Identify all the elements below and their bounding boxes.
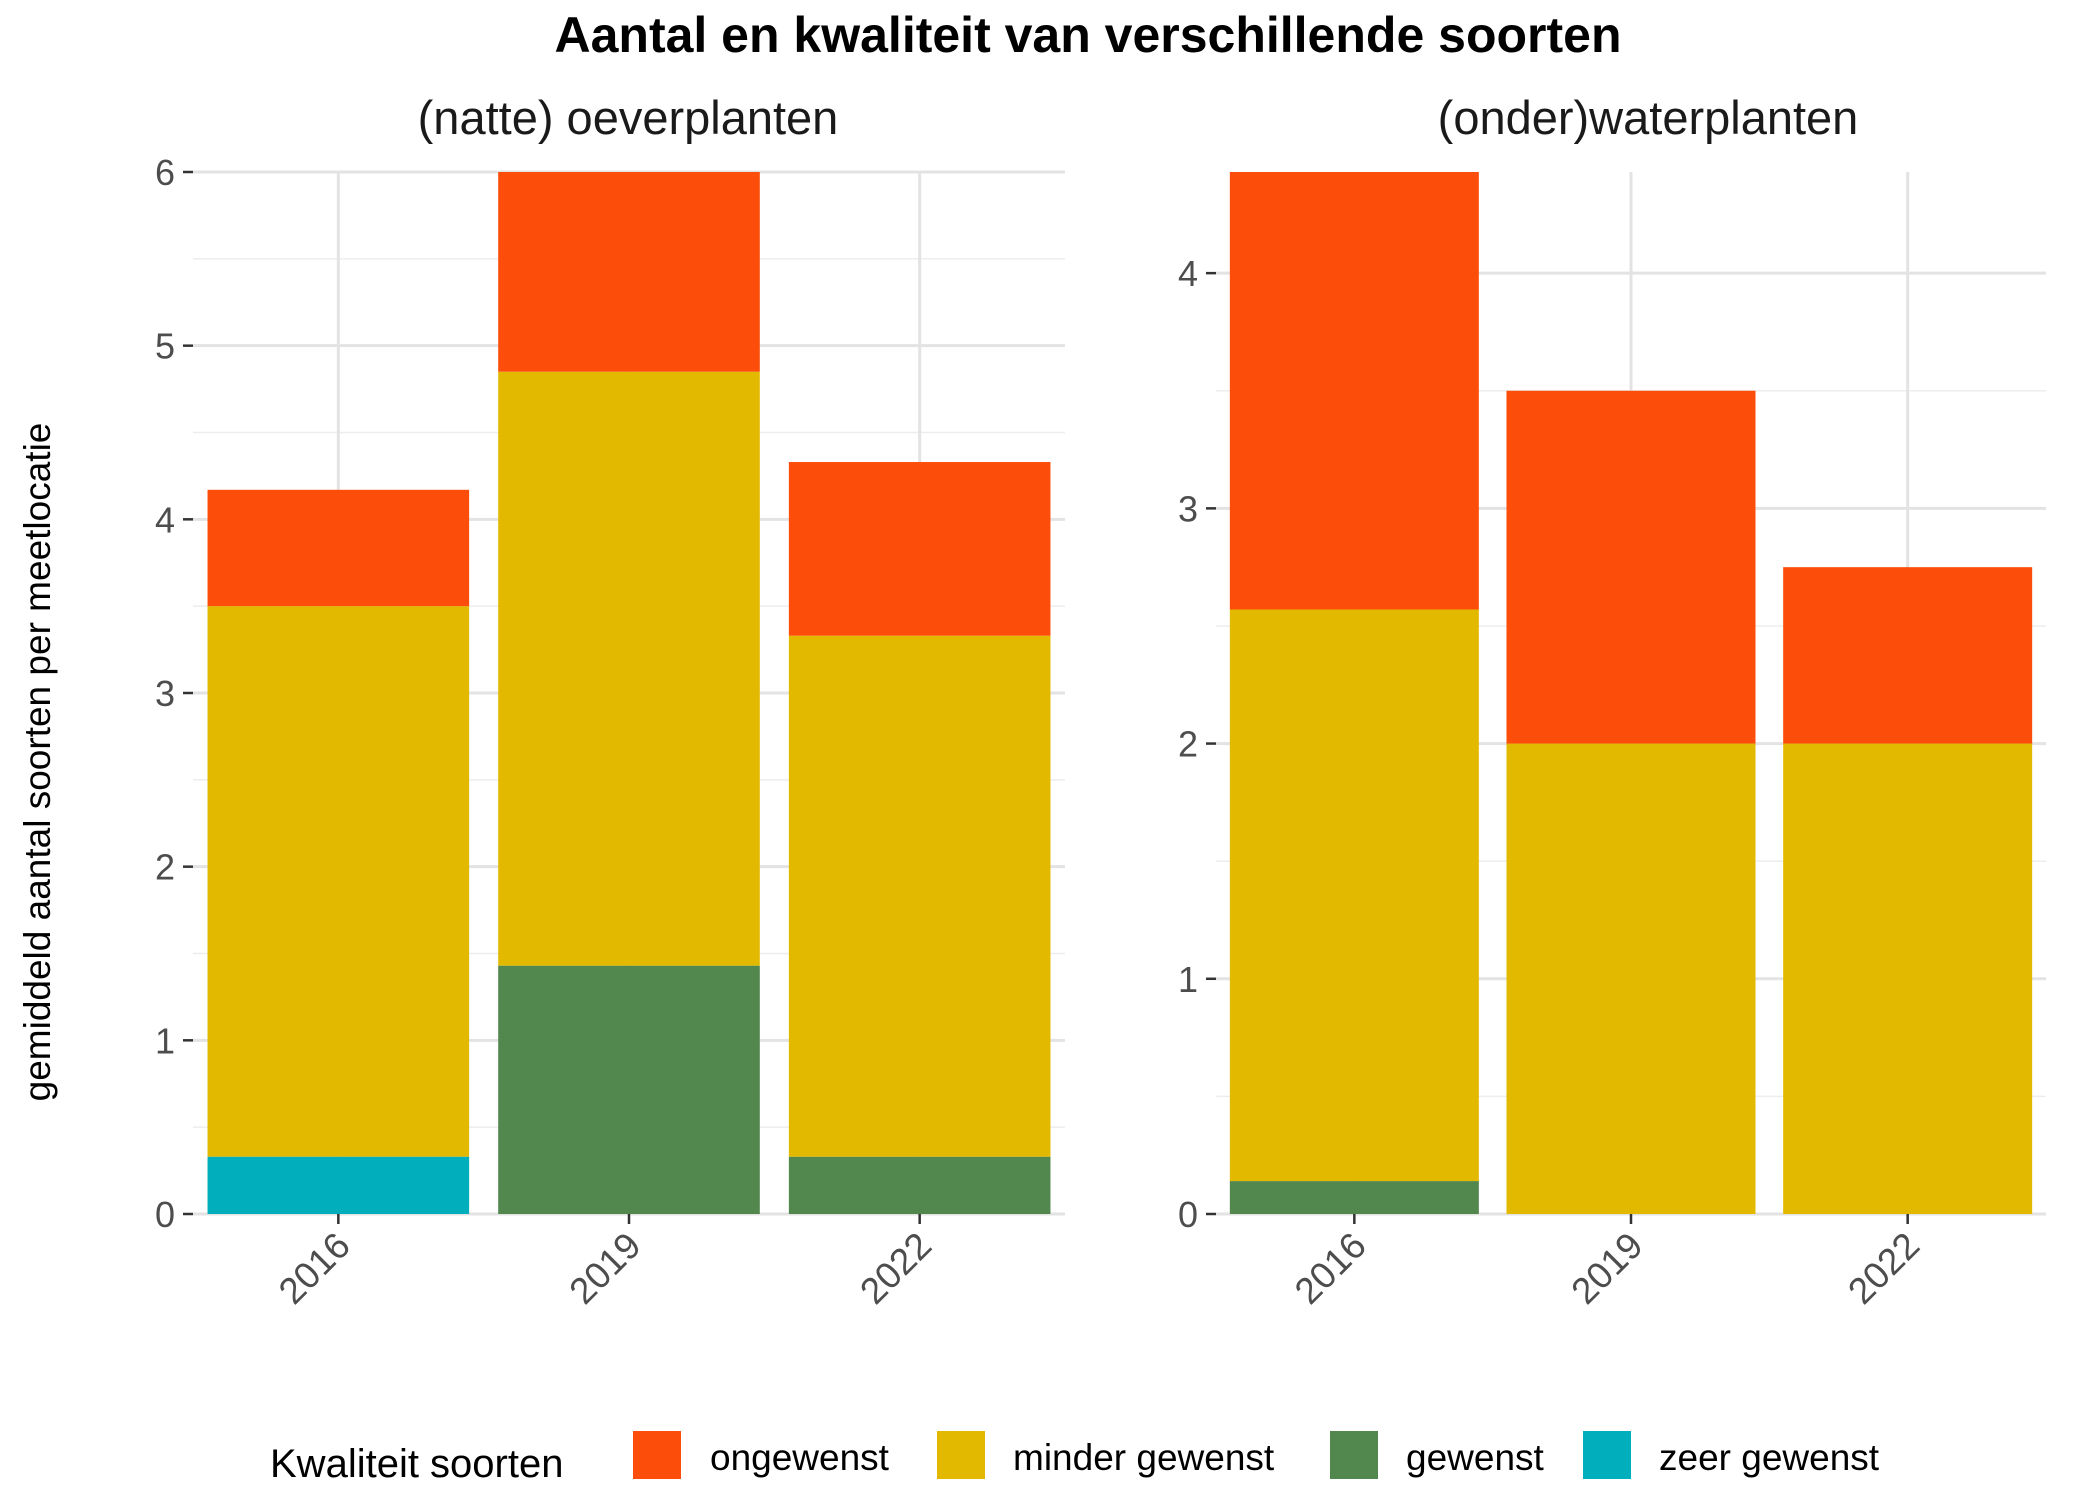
y-tick-label: 5 xyxy=(155,326,175,367)
bar-segment-minder-gewenst-2019 xyxy=(1506,743,1756,1214)
x-tick-label: 2019 xyxy=(1563,1225,1650,1312)
bar-segment-ongewenst-2016 xyxy=(207,489,470,607)
y-tick-label: 3 xyxy=(155,673,175,714)
y-tick-label: 3 xyxy=(1178,488,1198,529)
y-tick-label: 4 xyxy=(155,499,175,540)
legend-label: minder gewenst xyxy=(1013,1437,1275,1478)
x-tick-label: 2016 xyxy=(271,1225,358,1312)
y-tick-label: 0 xyxy=(1178,1194,1198,1235)
legend-key xyxy=(633,1431,681,1479)
panel-1: (natte) oeverplanten 0 1 2 3 4 5 6 2016 2019 2022 xyxy=(155,91,1065,1312)
bar-segment-ongewenst-2022 xyxy=(1783,567,2033,744)
legend-key xyxy=(937,1431,985,1479)
legend-key xyxy=(1330,1431,1378,1479)
panel-title: (onder)waterplanten xyxy=(1438,91,1859,144)
x-tick-label: 2019 xyxy=(561,1225,648,1312)
panel-title: (natte) oeverplanten xyxy=(418,91,839,144)
bar-segment-gewenst-2016 xyxy=(1229,1181,1479,1214)
y-axis-label: gemiddeld aantal soorten per meetlocatie xyxy=(17,423,58,1102)
legend-label: zeer gewenst xyxy=(1659,1437,1880,1478)
y-tick-label: 4 xyxy=(1178,253,1198,294)
legend: Kwaliteit soorten ongewenst minder gewens… xyxy=(270,1431,1880,1486)
legend-item-zeer-gewenst: zeer gewenst xyxy=(1583,1431,1880,1479)
legend-item-gewenst: gewenst xyxy=(1330,1431,1545,1479)
chart-title: Aantal en kwaliteit van verschillende so… xyxy=(554,7,1621,63)
y-tick-label: 1 xyxy=(155,1020,175,1061)
x-tick-label: 2022 xyxy=(1840,1225,1927,1312)
x-tick-label: 2022 xyxy=(852,1225,939,1312)
bar-segment-ongewenst-2022 xyxy=(788,462,1051,636)
legend-title: Kwaliteit soorten xyxy=(270,1442,563,1486)
bar-segment-minder-gewenst-2016 xyxy=(1229,609,1479,1182)
legend-key xyxy=(1583,1431,1631,1479)
legend-item-minder-gewenst: minder gewenst xyxy=(937,1431,1275,1479)
bar-segment-ongewenst-2016 xyxy=(1229,172,1479,610)
bar-segment-minder-gewenst-2016 xyxy=(207,606,470,1157)
bar-segment-ongewenst-2019 xyxy=(498,172,760,372)
y-tick-label: 2 xyxy=(155,847,175,888)
y-tick-label: 6 xyxy=(155,152,175,193)
bar-segment-ongewenst-2019 xyxy=(1506,390,1756,744)
legend-label: gewenst xyxy=(1406,1437,1545,1478)
bar-segment-zeer-gewenst-2016 xyxy=(207,1156,470,1214)
x-tick-label: 2016 xyxy=(1287,1225,1374,1312)
bar-segment-gewenst-2019 xyxy=(498,965,760,1214)
legend-item-ongewenst: ongewenst xyxy=(633,1431,890,1479)
y-tick-label: 2 xyxy=(1178,724,1198,765)
y-tick-label: 0 xyxy=(155,1194,175,1235)
bar-segment-minder-gewenst-2022 xyxy=(1783,743,2033,1214)
y-tick-label: 1 xyxy=(1178,959,1198,1000)
bar-segment-minder-gewenst-2022 xyxy=(788,635,1051,1157)
bar-segment-minder-gewenst-2019 xyxy=(498,371,760,966)
legend-label: ongewenst xyxy=(710,1437,890,1478)
panel-2: (onder)waterplanten 0 1 2 3 4 2016 2019 2022 xyxy=(1178,91,2046,1312)
bar-segment-gewenst-2022 xyxy=(788,1156,1051,1214)
